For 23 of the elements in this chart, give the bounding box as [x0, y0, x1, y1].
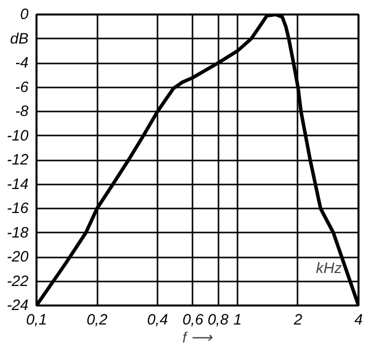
- x-tick-label: 2: [292, 312, 303, 328]
- y-tick-label: -16: [6, 200, 30, 217]
- x-axis-title: f ⟶: [182, 330, 214, 346]
- y-tick-label: -8: [15, 103, 30, 120]
- x-tick-label: 0,2: [86, 312, 108, 328]
- x-tick-label: 1: [233, 312, 242, 328]
- y-tick-label: -6: [15, 78, 30, 96]
- x-tick-label: 0,1: [26, 312, 47, 328]
- y-tick-label: -18: [6, 224, 30, 242]
- annotation: kHz: [316, 260, 342, 277]
- x-tick-label: 0,8: [208, 312, 230, 328]
- y-tick-label: dB: [10, 30, 29, 48]
- y-tick-label: -20: [6, 248, 30, 266]
- y-tick-label: -22: [6, 272, 30, 290]
- x-tick-label: 4: [354, 312, 363, 328]
- y-tick-label: -4: [15, 54, 29, 72]
- y-tick-label: -24: [6, 297, 29, 314]
- x-tick-label: 0,6: [182, 312, 204, 328]
- y-tick-label: -12: [6, 152, 30, 168]
- x-tick-label: 0,4: [147, 312, 168, 328]
- y-tick-label: 0: [20, 6, 30, 23]
- y-tick-label: -10: [6, 127, 30, 144]
- y-tick-label: -14: [6, 176, 29, 193]
